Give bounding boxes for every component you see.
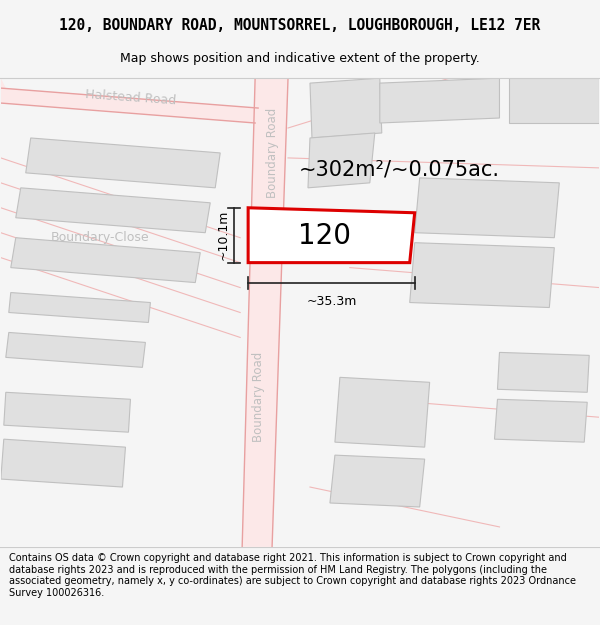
Polygon shape (1, 78, 258, 123)
Text: Boundary-Close: Boundary-Close (51, 231, 150, 244)
Polygon shape (410, 242, 554, 308)
Text: ~10.1m: ~10.1m (216, 210, 229, 261)
Polygon shape (415, 178, 559, 238)
Text: Halstead Road: Halstead Road (85, 88, 176, 107)
Polygon shape (6, 332, 145, 367)
Polygon shape (509, 78, 599, 123)
Polygon shape (26, 138, 220, 188)
Text: ~302m²/~0.075ac.: ~302m²/~0.075ac. (299, 160, 500, 180)
Text: Boundary Road: Boundary Road (266, 107, 278, 198)
Polygon shape (248, 208, 415, 262)
Polygon shape (4, 392, 130, 432)
Text: 120: 120 (298, 222, 352, 250)
Polygon shape (9, 292, 151, 322)
Text: ~35.3m: ~35.3m (306, 294, 356, 308)
Polygon shape (310, 78, 382, 138)
Polygon shape (330, 455, 425, 507)
Polygon shape (494, 399, 587, 442)
Polygon shape (242, 78, 288, 547)
Polygon shape (497, 352, 589, 392)
Text: Boundary Road: Boundary Road (251, 352, 265, 442)
Polygon shape (11, 238, 200, 282)
Text: 120, BOUNDARY ROAD, MOUNTSORREL, LOUGHBOROUGH, LE12 7ER: 120, BOUNDARY ROAD, MOUNTSORREL, LOUGHBO… (59, 18, 541, 32)
Polygon shape (1, 439, 125, 487)
Polygon shape (335, 378, 430, 447)
Polygon shape (380, 78, 499, 123)
Text: Contains OS data © Crown copyright and database right 2021. This information is : Contains OS data © Crown copyright and d… (9, 553, 576, 598)
Polygon shape (308, 133, 375, 188)
Text: Map shows position and indicative extent of the property.: Map shows position and indicative extent… (120, 52, 480, 65)
Polygon shape (16, 188, 210, 232)
